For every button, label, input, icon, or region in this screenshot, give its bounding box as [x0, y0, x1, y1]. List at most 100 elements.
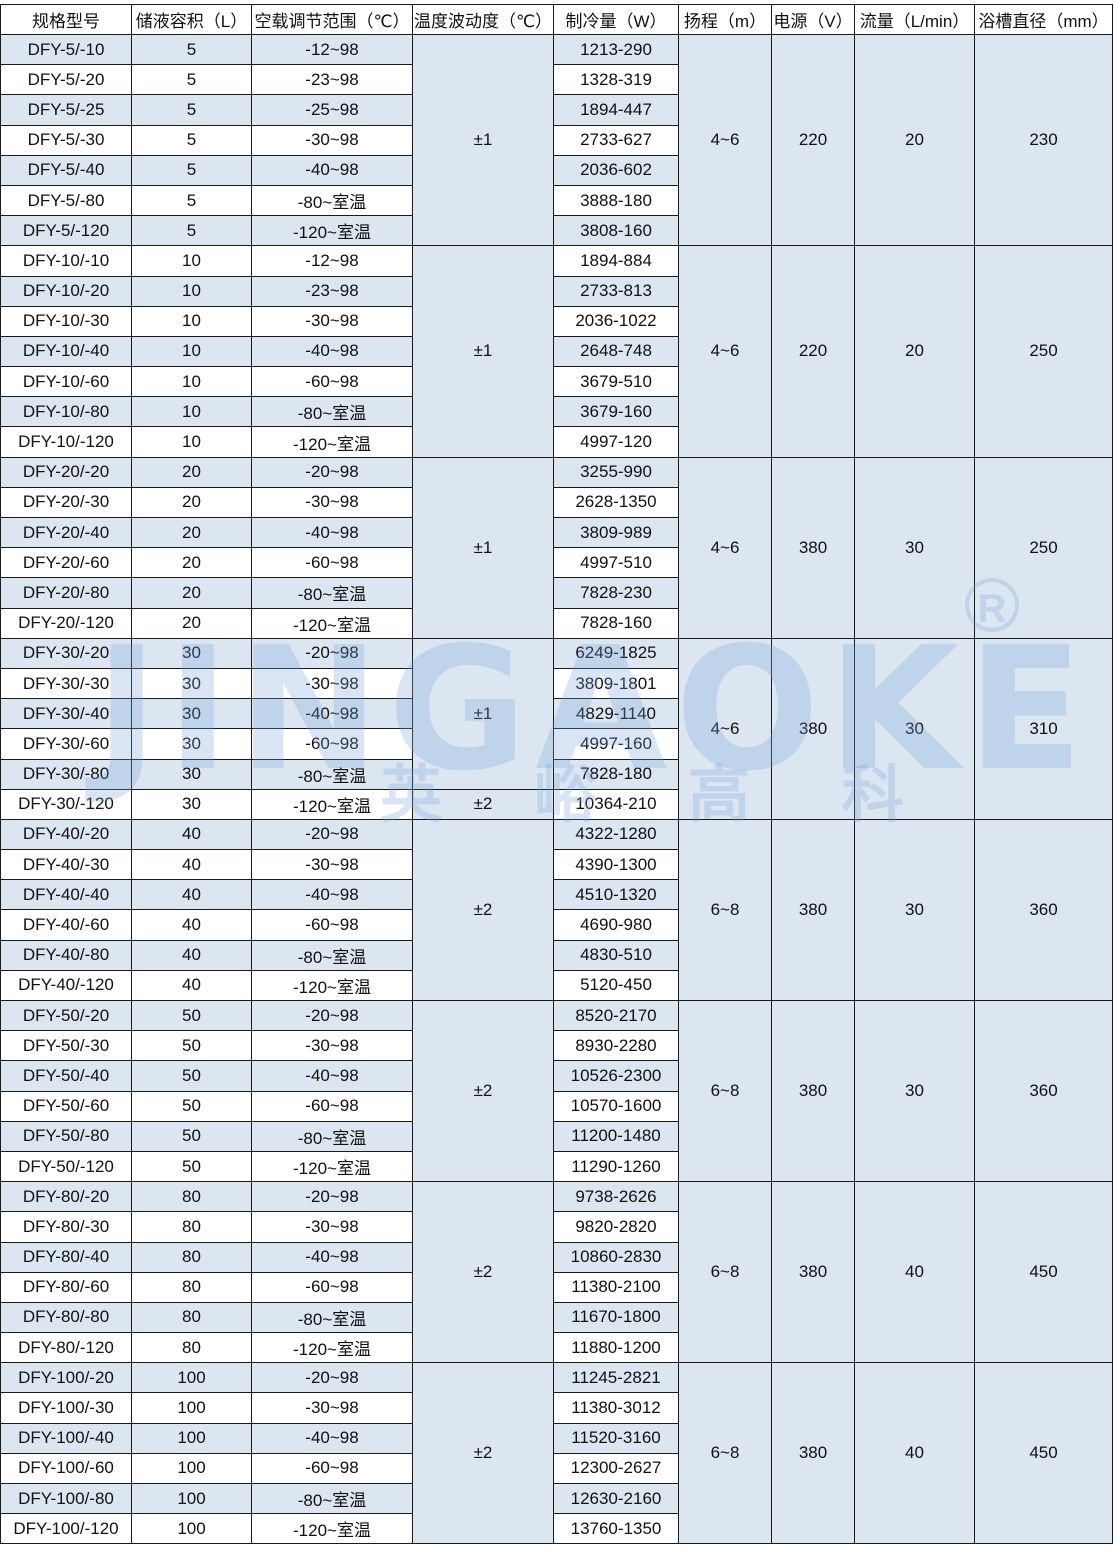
capacity-cell: 10 [131, 305, 252, 337]
capacity-cell: 10 [131, 275, 252, 307]
stability-cell: ±1 [412, 637, 554, 790]
diameter-cell: 450 [974, 1181, 1113, 1364]
table-row: DFY-20/-80 20 -80~室温 7828-230 [0, 577, 1113, 609]
capacity-cell: 10 [131, 396, 252, 428]
cooling-cell: 3809-989 [553, 516, 679, 549]
temp-range-cell: -30~98 [251, 1211, 413, 1243]
cooling-cell: 11290-1260 [553, 1150, 679, 1183]
temp-range-cell: -60~98 [251, 728, 413, 760]
header-model: 规格型号 [0, 4, 132, 35]
cooling-cell: 4829-1140 [553, 698, 679, 730]
capacity-cell: 40 [131, 818, 252, 851]
table-row: DFY-10/-60 10 -60~98 3679-510 [0, 366, 1113, 398]
table-row: DFY-40/-20 40 -20~98 ±2 4322-1280 6~8 380 30 360 [0, 818, 1113, 1002]
cooling-cell: 6249-1825 [553, 637, 679, 669]
cooling-cell: 8930-2280 [553, 1030, 679, 1062]
temp-range-cell: -60~98 [251, 547, 413, 579]
diameter-cell: 230 [974, 33, 1113, 247]
power-cell: 380 [771, 1362, 855, 1545]
table-row: DFY-100/-80 100 -80~室温 12630-2160 [0, 1482, 1113, 1515]
stability-cell: ±2 [412, 788, 554, 820]
model-cell: DFY-80/-60 [0, 1271, 132, 1303]
power-cell: 380 [771, 456, 855, 639]
cooling-cell: 10860-2830 [553, 1241, 679, 1273]
flow-cell: 20 [854, 33, 975, 247]
cooling-cell: 12300-2627 [553, 1452, 679, 1485]
model-cell: DFY-100/-30 [0, 1392, 132, 1424]
capacity-cell: 20 [131, 547, 252, 579]
model-cell: DFY-5/-10 [0, 33, 132, 66]
model-cell: DFY-80/-120 [0, 1332, 132, 1364]
diameter-cell: 250 [974, 456, 1113, 639]
power-cell: 380 [771, 1181, 855, 1364]
cooling-cell: 1894-884 [553, 245, 679, 277]
cooling-cell: 7828-230 [553, 577, 679, 609]
diameter-cell: 450 [974, 1362, 1113, 1545]
flow-cell: 30 [854, 456, 975, 639]
diameter-cell: 360 [974, 999, 1113, 1183]
temp-range-cell: -80~室温 [251, 1301, 413, 1334]
model-cell: DFY-50/-40 [0, 1060, 132, 1092]
capacity-cell: 40 [131, 849, 252, 881]
cooling-cell: 5120-450 [553, 969, 679, 1002]
model-cell: DFY-5/-30 [0, 124, 132, 156]
header-cooling: 制冷量（W） [553, 4, 679, 35]
cooling-cell: 10570-1600 [553, 1090, 679, 1122]
table-row: DFY-80/-30 80 -30~98 9820-2820 [0, 1211, 1113, 1243]
spec-table: 规格型号 储液容积（L） 空载调节范围（℃） 温度波动度（℃） 制冷量（W） 扬程（m）电… [0, 4, 1113, 1545]
diameter-cell: 360 [974, 818, 1113, 1002]
capacity-cell: 80 [131, 1241, 252, 1273]
cooling-cell: 2628-1350 [553, 486, 679, 519]
temp-range-cell: -120~室温 [251, 426, 413, 458]
model-cell: DFY-40/-40 [0, 879, 132, 911]
temp-range-cell: -25~98 [251, 94, 413, 126]
model-cell: DFY-80/-20 [0, 1181, 132, 1213]
capacity-cell: 40 [131, 879, 252, 911]
cooling-cell: 9738-2626 [553, 1181, 679, 1213]
table-row: DFY-80/-60 80 -60~98 11380-2100 [0, 1271, 1113, 1303]
temp-range-cell: -80~室温 [251, 577, 413, 609]
model-cell: DFY-20/-30 [0, 486, 132, 519]
table-row: DFY-20/-20 20 -20~98 ±1 3255-990 4~6 380 30 250 [0, 456, 1113, 639]
capacity-cell: 30 [131, 698, 252, 730]
model-cell: DFY-50/-60 [0, 1090, 132, 1122]
table-row: DFY-5/-120 5 -120~室温 3808-160 [0, 215, 1113, 247]
cooling-cell: 4830-510 [553, 939, 679, 971]
table-row: DFY-10/-40 10 -40~98 2648-748 [0, 335, 1113, 368]
lift-cell: 6~8 [678, 818, 772, 1002]
stability-cell: ±2 [412, 999, 554, 1183]
cooling-cell: 3809-1801 [553, 667, 679, 700]
capacity-cell: 5 [131, 33, 252, 66]
model-cell: DFY-30/-60 [0, 728, 132, 760]
temp-range-cell: -80~室温 [251, 758, 413, 790]
header-temp-range: 空载调节范围（℃） [251, 4, 413, 35]
temp-range-cell: -20~98 [251, 999, 413, 1032]
temp-range-cell: -12~98 [251, 245, 413, 277]
cooling-cell: 4997-160 [553, 728, 679, 760]
model-cell: DFY-40/-20 [0, 818, 132, 851]
capacity-cell: 20 [131, 456, 252, 488]
cooling-cell: 11380-2100 [553, 1271, 679, 1303]
cooling-cell: 4322-1280 [553, 818, 679, 851]
temp-range-cell: -30~98 [251, 305, 413, 337]
capacity-cell: 30 [131, 728, 252, 760]
capacity-cell: 100 [131, 1362, 252, 1394]
table-row: DFY-80/-40 80 -40~98 10860-2830 [0, 1241, 1113, 1273]
capacity-cell: 50 [131, 999, 252, 1032]
cooling-cell: 3888-180 [553, 184, 679, 217]
temp-range-cell: -20~98 [251, 1362, 413, 1394]
table-row: DFY-5/-40 5 -40~98 2036-602 [0, 154, 1113, 186]
capacity-cell: 20 [131, 486, 252, 519]
stability-cell: ±1 [412, 456, 554, 639]
table-row: DFY-5/-30 5 -30~98 2733-627 [0, 124, 1113, 156]
model-cell: DFY-10/-10 [0, 245, 132, 277]
power-cell: 380 [771, 999, 855, 1183]
model-cell: DFY-20/-60 [0, 547, 132, 579]
cooling-cell: 4997-120 [553, 426, 679, 458]
table-row: DFY-10/-10 10 -12~98 ±1 1894-884 4~6 220 20 250 [0, 245, 1113, 458]
temp-range-cell: -20~98 [251, 637, 413, 669]
table-row: DFY-50/-60 50 -60~98 10570-1600 [0, 1090, 1113, 1122]
capacity-cell: 5 [131, 154, 252, 186]
capacity-cell: 5 [131, 215, 252, 247]
model-cell: DFY-10/-60 [0, 366, 132, 398]
